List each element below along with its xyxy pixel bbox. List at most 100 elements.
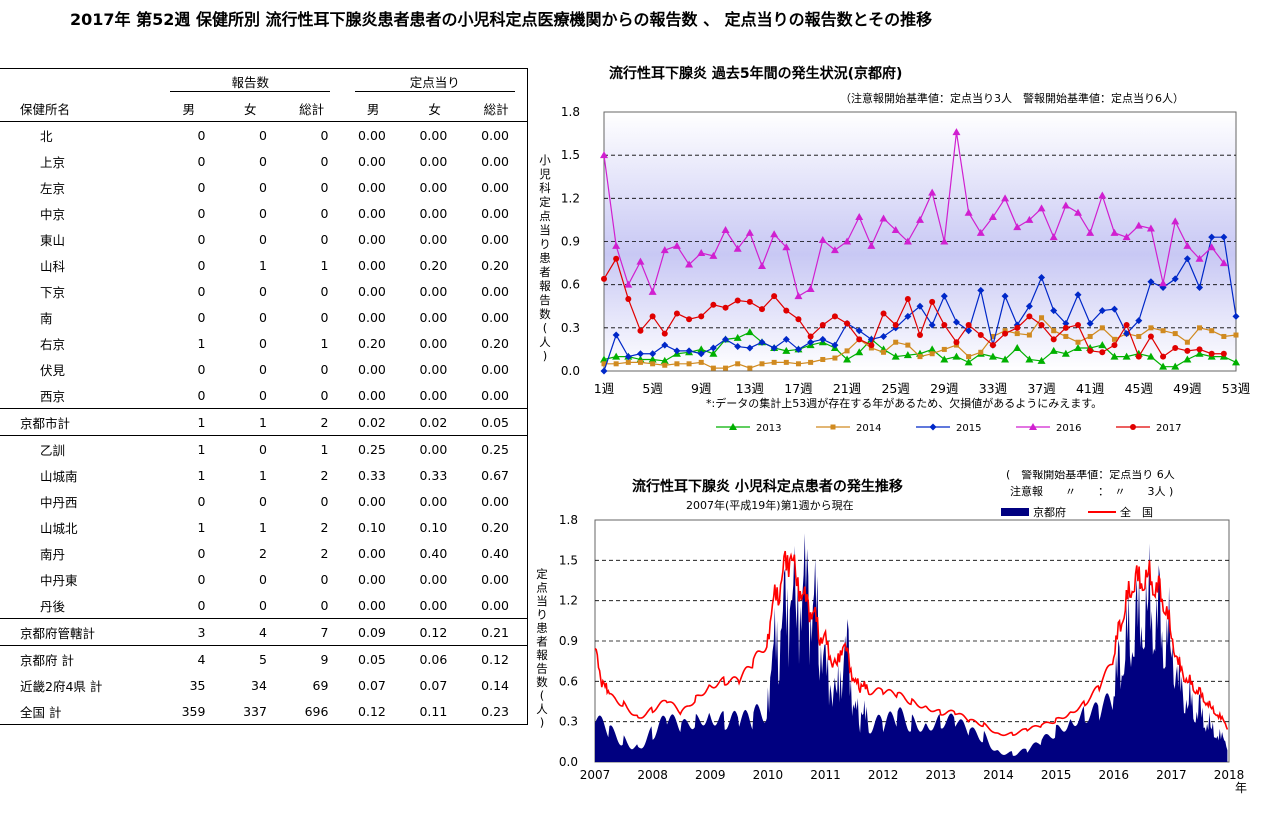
table-row: 中京 0 0 0 0.00 0.00 0.00 — [0, 200, 528, 226]
group-header-per-point: 定点当り — [354, 72, 515, 92]
row-value: 0 — [258, 283, 267, 299]
chart1-point-2014 — [710, 365, 716, 371]
chart1-point-2014 — [771, 359, 777, 365]
chart1-point-2016 — [867, 241, 876, 249]
row-name: 山城北 — [40, 520, 78, 536]
row-value: 0 — [258, 153, 267, 169]
row-value: 0 — [197, 153, 206, 169]
row-value: 0.00 — [358, 205, 386, 221]
col-header-female-pp: 女 — [428, 101, 441, 117]
chart1-ylabel-char: 人 — [539, 335, 551, 349]
chart1-point-2014 — [1051, 328, 1057, 334]
row-value: 0.02 — [342, 408, 404, 436]
table-row: 南丹 0 2 2 0.00 0.40 0.40 — [0, 540, 528, 566]
row-value: 3 — [158, 618, 220, 646]
chart1-point-2015 — [782, 335, 790, 343]
chart2-threshold-note-2: 注意報 〃 ： 〃 3人 ) — [1010, 484, 1173, 498]
row-value: 0.21 — [465, 618, 528, 646]
chart1-point-2014 — [1233, 332, 1239, 338]
row-value: 0.20 — [481, 335, 509, 351]
row-value: 1 — [258, 519, 267, 535]
table-row: 右京 1 0 1 0.20 0.00 0.20 — [0, 330, 528, 356]
row-value: 0.05 — [465, 408, 528, 436]
row-name: 丹後 — [40, 598, 66, 614]
chart1-point-2017 — [1147, 333, 1154, 340]
row-value: 0 — [258, 387, 267, 403]
chart1-point-2014 — [1184, 339, 1190, 345]
row-name: 中丹西 — [40, 494, 78, 510]
chart2-ylabel-char: 人 — [536, 702, 548, 716]
row-value: 0.00 — [481, 493, 509, 509]
row-value: 69 — [312, 677, 329, 693]
chart1-point-2014 — [844, 348, 850, 354]
table-row: 乙訓 1 0 1 0.25 0.00 0.25 — [0, 435, 528, 462]
row-value: 0.00 — [358, 283, 386, 299]
chart1-point-2014 — [941, 346, 947, 352]
row-value: 0 — [320, 283, 329, 299]
col-header-male-pp: 男 — [366, 101, 380, 117]
row-value: 1 — [320, 257, 329, 273]
chart1-point-2017 — [722, 304, 729, 311]
chart1-point-2013 — [891, 352, 900, 360]
row-name: 京都府管轄計 — [0, 618, 158, 646]
chart1-point-2014 — [698, 359, 704, 365]
row-value: 0 — [197, 257, 206, 273]
chart1-point-2015 — [734, 343, 742, 351]
row-value: 1 — [158, 408, 220, 436]
row-value: 0 — [258, 597, 267, 613]
chart1-point-2014 — [893, 339, 899, 345]
row-value: 0.00 — [358, 545, 386, 561]
chart1-ylabel-char: り — [539, 237, 551, 251]
chart1-point-2013 — [1037, 356, 1046, 364]
chart1-point-2015 — [867, 335, 875, 343]
row-name: 山城南 — [40, 468, 78, 484]
row-value: 0.23 — [481, 703, 509, 719]
row-value: 0.33 — [358, 467, 386, 483]
row-value: 0.00 — [403, 435, 466, 462]
row-value: 0 — [197, 283, 206, 299]
row-value: 0.00 — [481, 597, 509, 613]
chart1-point-2016 — [1183, 241, 1192, 249]
chart1-point-2016 — [1122, 233, 1131, 241]
chart1-point-2015 — [1025, 302, 1033, 310]
chart1-point-2015 — [612, 331, 620, 339]
chart1-point-2014 — [1026, 332, 1032, 338]
table-row: 下京 0 0 0 0.00 0.00 0.00 — [0, 278, 528, 304]
chart1-point-2015 — [1232, 312, 1240, 320]
chart1-y-tick-label: 0.6 — [561, 278, 580, 292]
chart1-point-2014 — [990, 333, 996, 339]
chart1-point-2015 — [636, 350, 644, 358]
row-value: 0 — [219, 435, 281, 462]
chart1-point-2016 — [733, 244, 742, 252]
row-value: 1 — [280, 435, 343, 462]
row-value: 0 — [258, 335, 267, 351]
chart1-point-2017 — [989, 342, 996, 349]
chart1-point-2017 — [637, 327, 644, 334]
row-value: 1 — [219, 408, 281, 436]
chart1-point-2014 — [1209, 328, 1215, 334]
row-value: 0.00 — [481, 127, 509, 143]
row-value: 0.00 — [358, 257, 386, 273]
table-row: 上京 0 0 0 0.00 0.00 0.00 — [0, 148, 528, 174]
chart2-y-tick-label: 1.5 — [559, 553, 578, 567]
chart2-x-tick-label: 2012 — [868, 768, 899, 782]
chart1-point-2015 — [649, 350, 657, 358]
chart1-ylabel-char: 点 — [539, 209, 551, 223]
chart1-point-2013 — [600, 355, 608, 363]
chart1-point-2015 — [916, 302, 924, 310]
chart2-x-unit: 年 — [1235, 781, 1247, 795]
row-value: 0.25 — [465, 435, 528, 462]
chart1-y-tick-label: 0.3 — [561, 321, 580, 335]
col-header-total: 総計 — [299, 101, 325, 117]
chart1-point-2016 — [1110, 228, 1119, 236]
row-value: 0.00 — [358, 309, 386, 325]
chart1-point-2013 — [1232, 358, 1240, 366]
row-value: 0.00 — [358, 597, 386, 613]
chart1-point-2016 — [697, 249, 706, 257]
chart1-point-2015 — [928, 321, 936, 329]
chart1-point-2015 — [807, 338, 815, 346]
row-value: 0.67 — [481, 467, 509, 483]
row-value: 0 — [320, 361, 329, 377]
chart1-subtitle: （注意報開始基準値：定点当り3人 警報開始基準値：定点当り6人） — [840, 91, 1184, 105]
chart1-point-2017 — [1002, 330, 1009, 337]
